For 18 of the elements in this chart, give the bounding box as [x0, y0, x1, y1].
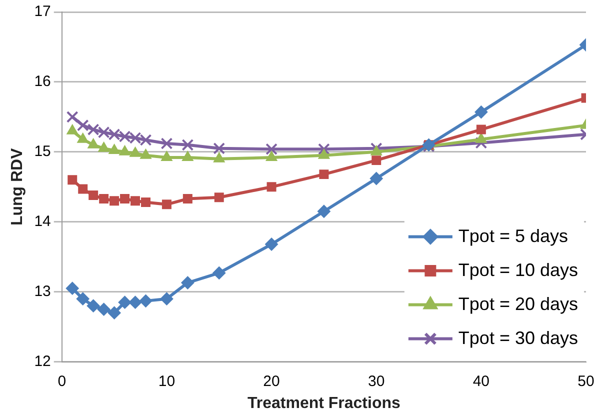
legend-label: Tpot = 10 days: [458, 260, 578, 280]
x-tick-label: 40: [472, 372, 490, 390]
legend-label: Tpot = 30 days: [458, 328, 578, 348]
legend-label: Tpot = 5 days: [458, 226, 568, 246]
x-tick-label: 50: [578, 372, 594, 390]
x-tick-label: 10: [158, 372, 176, 390]
y-tick-label: 14: [34, 213, 51, 230]
legend-label: Tpot = 20 days: [458, 294, 578, 314]
x-tick-label: 20: [263, 372, 280, 390]
y-tick-label: 16: [34, 73, 51, 90]
y-tick-label: 13: [34, 282, 51, 300]
y-tick-label: 17: [34, 3, 51, 20]
x-tick-label: 0: [58, 372, 66, 390]
y-tick-label: 12: [34, 352, 51, 370]
x-tick-label: 30: [368, 372, 385, 390]
x-axis-title: Treatment Fractions: [247, 394, 401, 412]
y-tick-label: 15: [34, 143, 51, 160]
y-axis-title: Lung RDV: [9, 148, 26, 226]
